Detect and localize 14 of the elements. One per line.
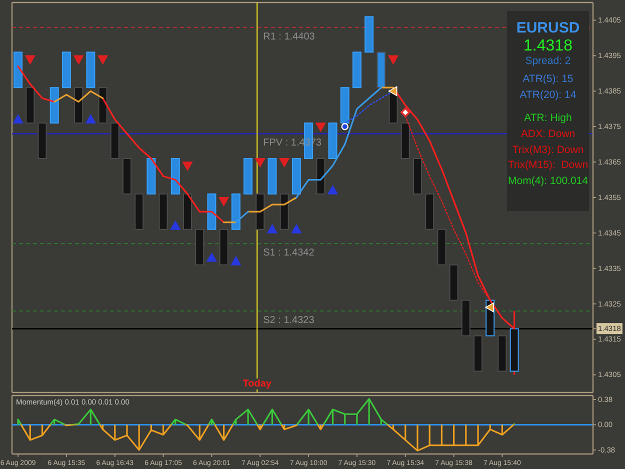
annotation: ATR(20): 14 (520, 89, 576, 101)
ref-line-label: S2 : 1.4323 (263, 314, 315, 326)
ref-line-label: R1 : 1.4403 (263, 31, 316, 42)
annotation: ADX: Down (520, 128, 576, 140)
annotation: ATR(5): 15 (522, 73, 574, 85)
annotation: 1.4318 (524, 38, 573, 54)
ref-line-label: S1 : 1.4342 (263, 248, 315, 259)
annotation: Trix(M3): Down (512, 144, 584, 156)
ref-line-label: Today (242, 378, 272, 390)
annotation: Trix(M15): Down (508, 159, 588, 171)
annotation: Spread: 2 (525, 55, 571, 67)
annotation: Mom(4): 100.014 (508, 175, 588, 187)
annotation: ATR: High (524, 112, 572, 124)
annotation: EURUSD (516, 20, 580, 36)
